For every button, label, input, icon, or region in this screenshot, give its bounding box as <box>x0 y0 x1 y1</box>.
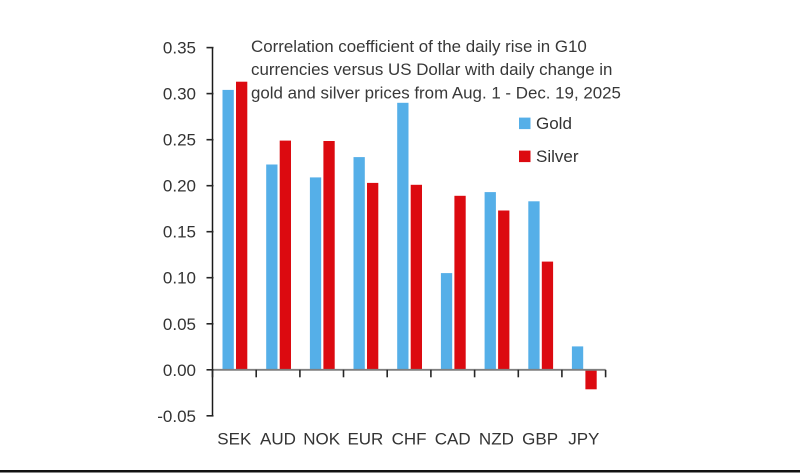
svg-text:0.00: 0.00 <box>163 361 196 380</box>
svg-text:EUR: EUR <box>347 430 383 449</box>
svg-text:Gold: Gold <box>536 114 572 133</box>
svg-text:NOK: NOK <box>303 430 341 449</box>
svg-text:gold and silver prices from Au: gold and silver prices from Aug. 1 - Dec… <box>251 84 621 103</box>
svg-text:Silver: Silver <box>536 147 579 166</box>
svg-text:0.05: 0.05 <box>163 315 196 334</box>
svg-text:0.30: 0.30 <box>163 85 196 104</box>
svg-text:-0.05: -0.05 <box>157 407 196 426</box>
svg-text:0.15: 0.15 <box>163 223 196 242</box>
svg-text:Correlation coefficient of the: Correlation coefficient of the daily ris… <box>251 37 587 56</box>
svg-text:JPY: JPY <box>568 430 599 449</box>
svg-text:0.35: 0.35 <box>163 39 196 58</box>
svg-text:SEK: SEK <box>217 430 252 449</box>
svg-text:NZD: NZD <box>479 430 514 449</box>
svg-text:0.25: 0.25 <box>163 131 196 150</box>
svg-text:0.20: 0.20 <box>163 177 196 196</box>
svg-text:currencies versus US Dollar wi: currencies versus US Dollar with daily c… <box>251 60 612 79</box>
svg-text:AUD: AUD <box>260 430 296 449</box>
svg-text:GBP: GBP <box>522 430 558 449</box>
svg-text:CAD: CAD <box>435 430 471 449</box>
svg-text:CHF: CHF <box>392 430 427 449</box>
svg-text:0.10: 0.10 <box>163 269 196 288</box>
